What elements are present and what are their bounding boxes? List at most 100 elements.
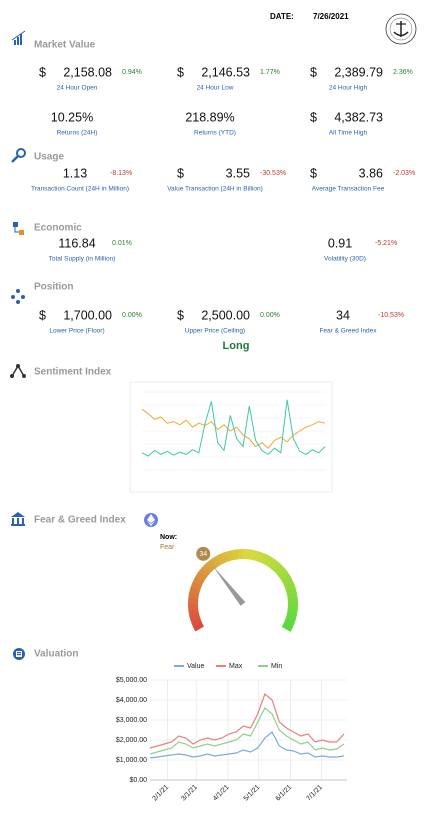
currency: $ xyxy=(177,166,184,180)
metric-value: 2,500.00 xyxy=(201,308,250,322)
metric-label: Returns (24H) xyxy=(57,130,98,137)
gauge-segment xyxy=(231,549,239,560)
gauge-segment xyxy=(287,592,298,600)
gauge-segment xyxy=(279,571,291,582)
y-tick-label: $3,000.00 xyxy=(116,717,147,724)
x-tick-label: 2/1/21 xyxy=(151,784,170,803)
metric-label: 24 Hour High xyxy=(329,85,368,92)
metric-label: All Time High xyxy=(329,130,368,137)
gauge-segment xyxy=(265,556,276,568)
gauge-segment xyxy=(273,563,285,575)
y-tick-label: $1,000.00 xyxy=(116,757,147,764)
metric-change: 1.77% xyxy=(260,69,280,76)
gauge-needle xyxy=(211,564,246,606)
gauge-segment xyxy=(192,576,205,586)
metric-change: 0.00% xyxy=(122,312,142,319)
gauge-segment xyxy=(276,567,288,578)
metric-change: 2.36% xyxy=(393,69,413,76)
metric-label: Transaction Count (24H in Million) xyxy=(31,186,129,193)
y-tick-label: $0.00 xyxy=(129,777,147,784)
section-title: Economic xyxy=(34,223,82,234)
currency: $ xyxy=(39,308,46,322)
y-tick-label: $4,000.00 xyxy=(116,697,147,704)
legend-label: Max xyxy=(229,663,243,670)
metric-label: Lower Price (Floor) xyxy=(49,328,104,335)
icon-sentiment xyxy=(10,364,26,378)
icon-position xyxy=(11,289,25,304)
metric-value: 218.89% xyxy=(185,110,234,124)
metric-label: Volatility (30D) xyxy=(324,256,366,263)
gauge-segment xyxy=(210,556,221,568)
y-tick-label: $2,000.00 xyxy=(116,737,147,744)
gauge-value: 34 xyxy=(199,551,207,558)
currency: $ xyxy=(310,166,317,180)
x-tick-label: 6/1/21 xyxy=(275,784,294,803)
logo xyxy=(385,13,417,45)
icon-market xyxy=(11,30,26,45)
series-line xyxy=(141,399,326,457)
gauge-segment xyxy=(261,553,271,566)
gauge-segment xyxy=(189,586,201,595)
metric-value: 1,700.00 xyxy=(63,308,112,322)
section-title: Sentiment Index xyxy=(34,367,112,378)
value-badge xyxy=(196,546,211,561)
metric-label: 24 Hour Low xyxy=(197,85,234,92)
series-line xyxy=(141,408,326,449)
x-tick-label: 4/1/21 xyxy=(212,784,231,803)
series-line xyxy=(149,731,344,759)
metric-value: 34 xyxy=(336,308,350,322)
legend-label: Value xyxy=(187,663,204,670)
icon-fear-greed xyxy=(11,512,25,526)
gauge-segment xyxy=(283,617,296,627)
metric-change: 0.01% xyxy=(112,240,132,247)
metric-change: -8.13% xyxy=(110,170,132,177)
x-tick-label: 7/1/21 xyxy=(305,784,324,803)
icon-usage xyxy=(11,148,26,163)
metric-label: 24 Hour Open xyxy=(57,85,98,92)
gauge-segment xyxy=(287,604,298,611)
section-title: Market Value xyxy=(34,40,96,51)
gauge-segment xyxy=(281,622,294,632)
metric-value: 1.13 xyxy=(63,166,87,180)
currency: $ xyxy=(39,65,46,79)
metric-value: 4,382.73 xyxy=(334,110,383,124)
gauge-segment xyxy=(226,550,235,562)
legend-label: Min xyxy=(271,663,282,670)
currency: $ xyxy=(310,65,317,79)
gauge-segment xyxy=(243,549,250,560)
gauge-segment xyxy=(195,571,207,582)
currency: $ xyxy=(310,110,317,124)
x-tick-label: 3/1/21 xyxy=(180,784,199,803)
status: Fear xyxy=(160,544,175,551)
metric-change: -2.03% xyxy=(393,170,415,177)
gauge-segment xyxy=(190,581,203,591)
metric-value: 10.25% xyxy=(51,110,93,124)
gauge-segment xyxy=(192,621,205,632)
gauge-segment xyxy=(285,587,297,596)
metric-label: Returns (YTD) xyxy=(194,130,236,137)
metric-value: 3.55 xyxy=(226,166,250,180)
date-label: DATE: xyxy=(270,12,294,21)
metric-label: Value Transaction (24H in Billion) xyxy=(167,186,263,193)
series-line xyxy=(149,692,345,749)
gauge-segment xyxy=(202,562,214,574)
gauge-segment xyxy=(256,551,266,564)
metric-change: -10.53% xyxy=(378,312,404,319)
metric-label: Average Transaction Fee xyxy=(312,186,385,193)
sentiment-frame xyxy=(129,381,333,493)
currency: $ xyxy=(177,308,184,322)
gauge-segment xyxy=(287,598,298,605)
metric-value: 2,158.08 xyxy=(63,65,112,79)
metric-label: Fear & Greed Index xyxy=(319,328,377,335)
currency: $ xyxy=(177,65,184,79)
metric-change: -30.53% xyxy=(260,170,286,177)
gauge-segment xyxy=(281,576,294,587)
signal: Long xyxy=(223,340,250,352)
gauge-segment xyxy=(198,566,210,578)
now-label: Now: xyxy=(160,534,177,541)
gauge-segment xyxy=(252,550,261,562)
section-title: Valuation xyxy=(34,649,78,660)
gauge-segment xyxy=(189,612,201,621)
metric-label: Total Supply (in Million) xyxy=(49,256,116,263)
